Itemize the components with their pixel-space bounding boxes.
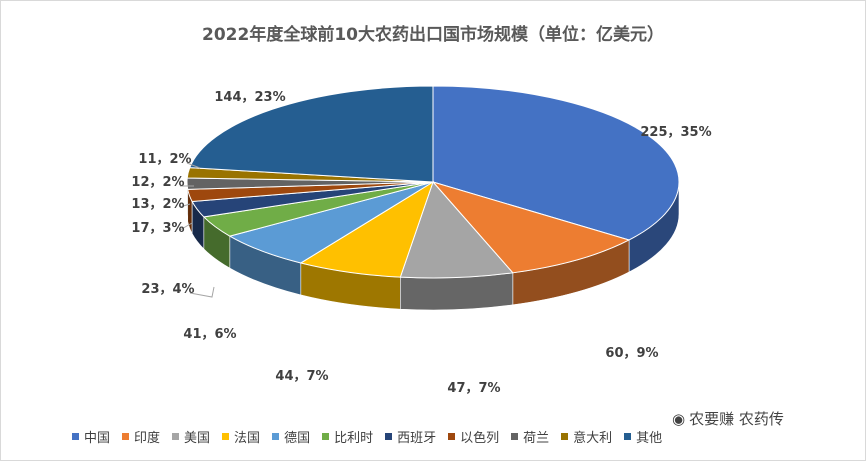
legend-item-10: 意大利 bbox=[561, 427, 612, 446]
data-label-4: 44，7% bbox=[275, 369, 328, 384]
data-label-3: 47，7% bbox=[447, 381, 500, 396]
chart-title: 2022年度全球前10大农药出口国市场规模（单位：亿美元） bbox=[202, 25, 664, 45]
data-label-1: 225，35% bbox=[640, 125, 711, 140]
legend-label: 意大利 bbox=[573, 430, 613, 446]
legend-label: 中国 bbox=[84, 430, 111, 446]
pie-slice-4 bbox=[299, 180, 434, 278]
pie-wall-3 bbox=[400, 272, 514, 311]
legend-swatch bbox=[322, 432, 330, 440]
data-label-8: 13，2% bbox=[131, 197, 184, 212]
chart-legend: 中国 印度 美国 法国 德国 比利时 西班牙 以色列 荷兰 意大利 其他 bbox=[72, 426, 662, 446]
legend-label: 其他 bbox=[636, 430, 663, 446]
legend-swatch bbox=[511, 432, 519, 440]
legend-swatch bbox=[624, 432, 632, 440]
legend-item-8: 以色列 bbox=[448, 427, 499, 446]
legend-label: 比利时 bbox=[334, 430, 374, 446]
pie-slice-1 bbox=[432, 85, 680, 241]
legend-swatch bbox=[122, 432, 130, 440]
data-label-7: 17，3% bbox=[131, 221, 184, 236]
legend-item-9: 荷兰 bbox=[511, 427, 549, 446]
legend-item-6: 比利时 bbox=[322, 427, 373, 446]
leader-line-10 bbox=[186, 162, 201, 169]
leader-line-7 bbox=[179, 222, 193, 231]
data-label-9: 12，2% bbox=[131, 175, 184, 190]
pie-top-slices bbox=[186, 85, 680, 279]
legend-item-2: 印度 bbox=[122, 427, 160, 446]
wechat-icon: ◉ bbox=[672, 409, 686, 428]
legend-swatch bbox=[72, 432, 79, 440]
pie-slice-3 bbox=[399, 181, 514, 279]
legend-label: 荷兰 bbox=[523, 430, 550, 446]
leader-line-6 bbox=[189, 286, 215, 298]
pie-side-walls bbox=[186, 181, 680, 311]
data-label-5: 41，6% bbox=[183, 327, 236, 342]
legend-item-1: 中国 bbox=[72, 427, 110, 446]
legend-label: 美国 bbox=[184, 430, 211, 446]
data-label-6: 23，4% bbox=[141, 282, 194, 297]
legend-item-7: 西班牙 bbox=[385, 427, 436, 446]
legend-item-5: 德国 bbox=[272, 427, 310, 446]
pie-leader-lines bbox=[179, 162, 215, 298]
legend-label: 以色列 bbox=[460, 430, 500, 446]
legend-swatch bbox=[272, 432, 280, 440]
legend-label: 印度 bbox=[134, 430, 161, 446]
legend-item-3: 美国 bbox=[172, 427, 210, 446]
legend-label: 德国 bbox=[284, 430, 311, 446]
legend-swatch bbox=[172, 432, 180, 440]
pie-slice-2 bbox=[431, 181, 631, 274]
data-label-11: 144，23% bbox=[214, 90, 285, 105]
watermark-text: 农要赚 农药传 bbox=[689, 410, 784, 428]
leader-line-8 bbox=[179, 203, 191, 208]
watermark: ◉ 农要赚 农药传 bbox=[672, 408, 784, 429]
data-label-2: 60，9% bbox=[605, 346, 658, 361]
legend-label: 法国 bbox=[234, 430, 261, 446]
legend-swatch bbox=[561, 432, 569, 440]
legend-item-11: 其他 bbox=[624, 427, 662, 446]
pie-data-labels: 225，35% 60，9% 47，7% 44，7% 41，6% 23，4% 17，3% 13，… bbox=[131, 90, 711, 396]
legend-item-4: 法国 bbox=[222, 427, 260, 446]
legend-label: 西班牙 bbox=[397, 430, 437, 446]
data-label-10: 11，2% bbox=[138, 152, 191, 167]
legend-swatch bbox=[448, 432, 456, 440]
legend-swatch bbox=[222, 432, 230, 440]
legend-swatch bbox=[385, 432, 393, 440]
pie-slice-11 bbox=[189, 85, 434, 183]
